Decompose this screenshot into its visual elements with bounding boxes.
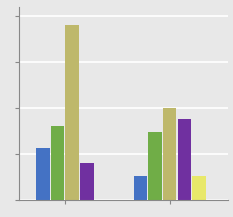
Bar	[163, 108, 176, 200]
Bar	[36, 148, 49, 200]
Bar	[65, 25, 79, 200]
Bar	[148, 132, 162, 200]
Bar	[134, 176, 147, 200]
Bar	[178, 119, 191, 200]
Bar	[192, 176, 206, 200]
Bar	[51, 126, 64, 200]
Bar	[80, 163, 93, 200]
